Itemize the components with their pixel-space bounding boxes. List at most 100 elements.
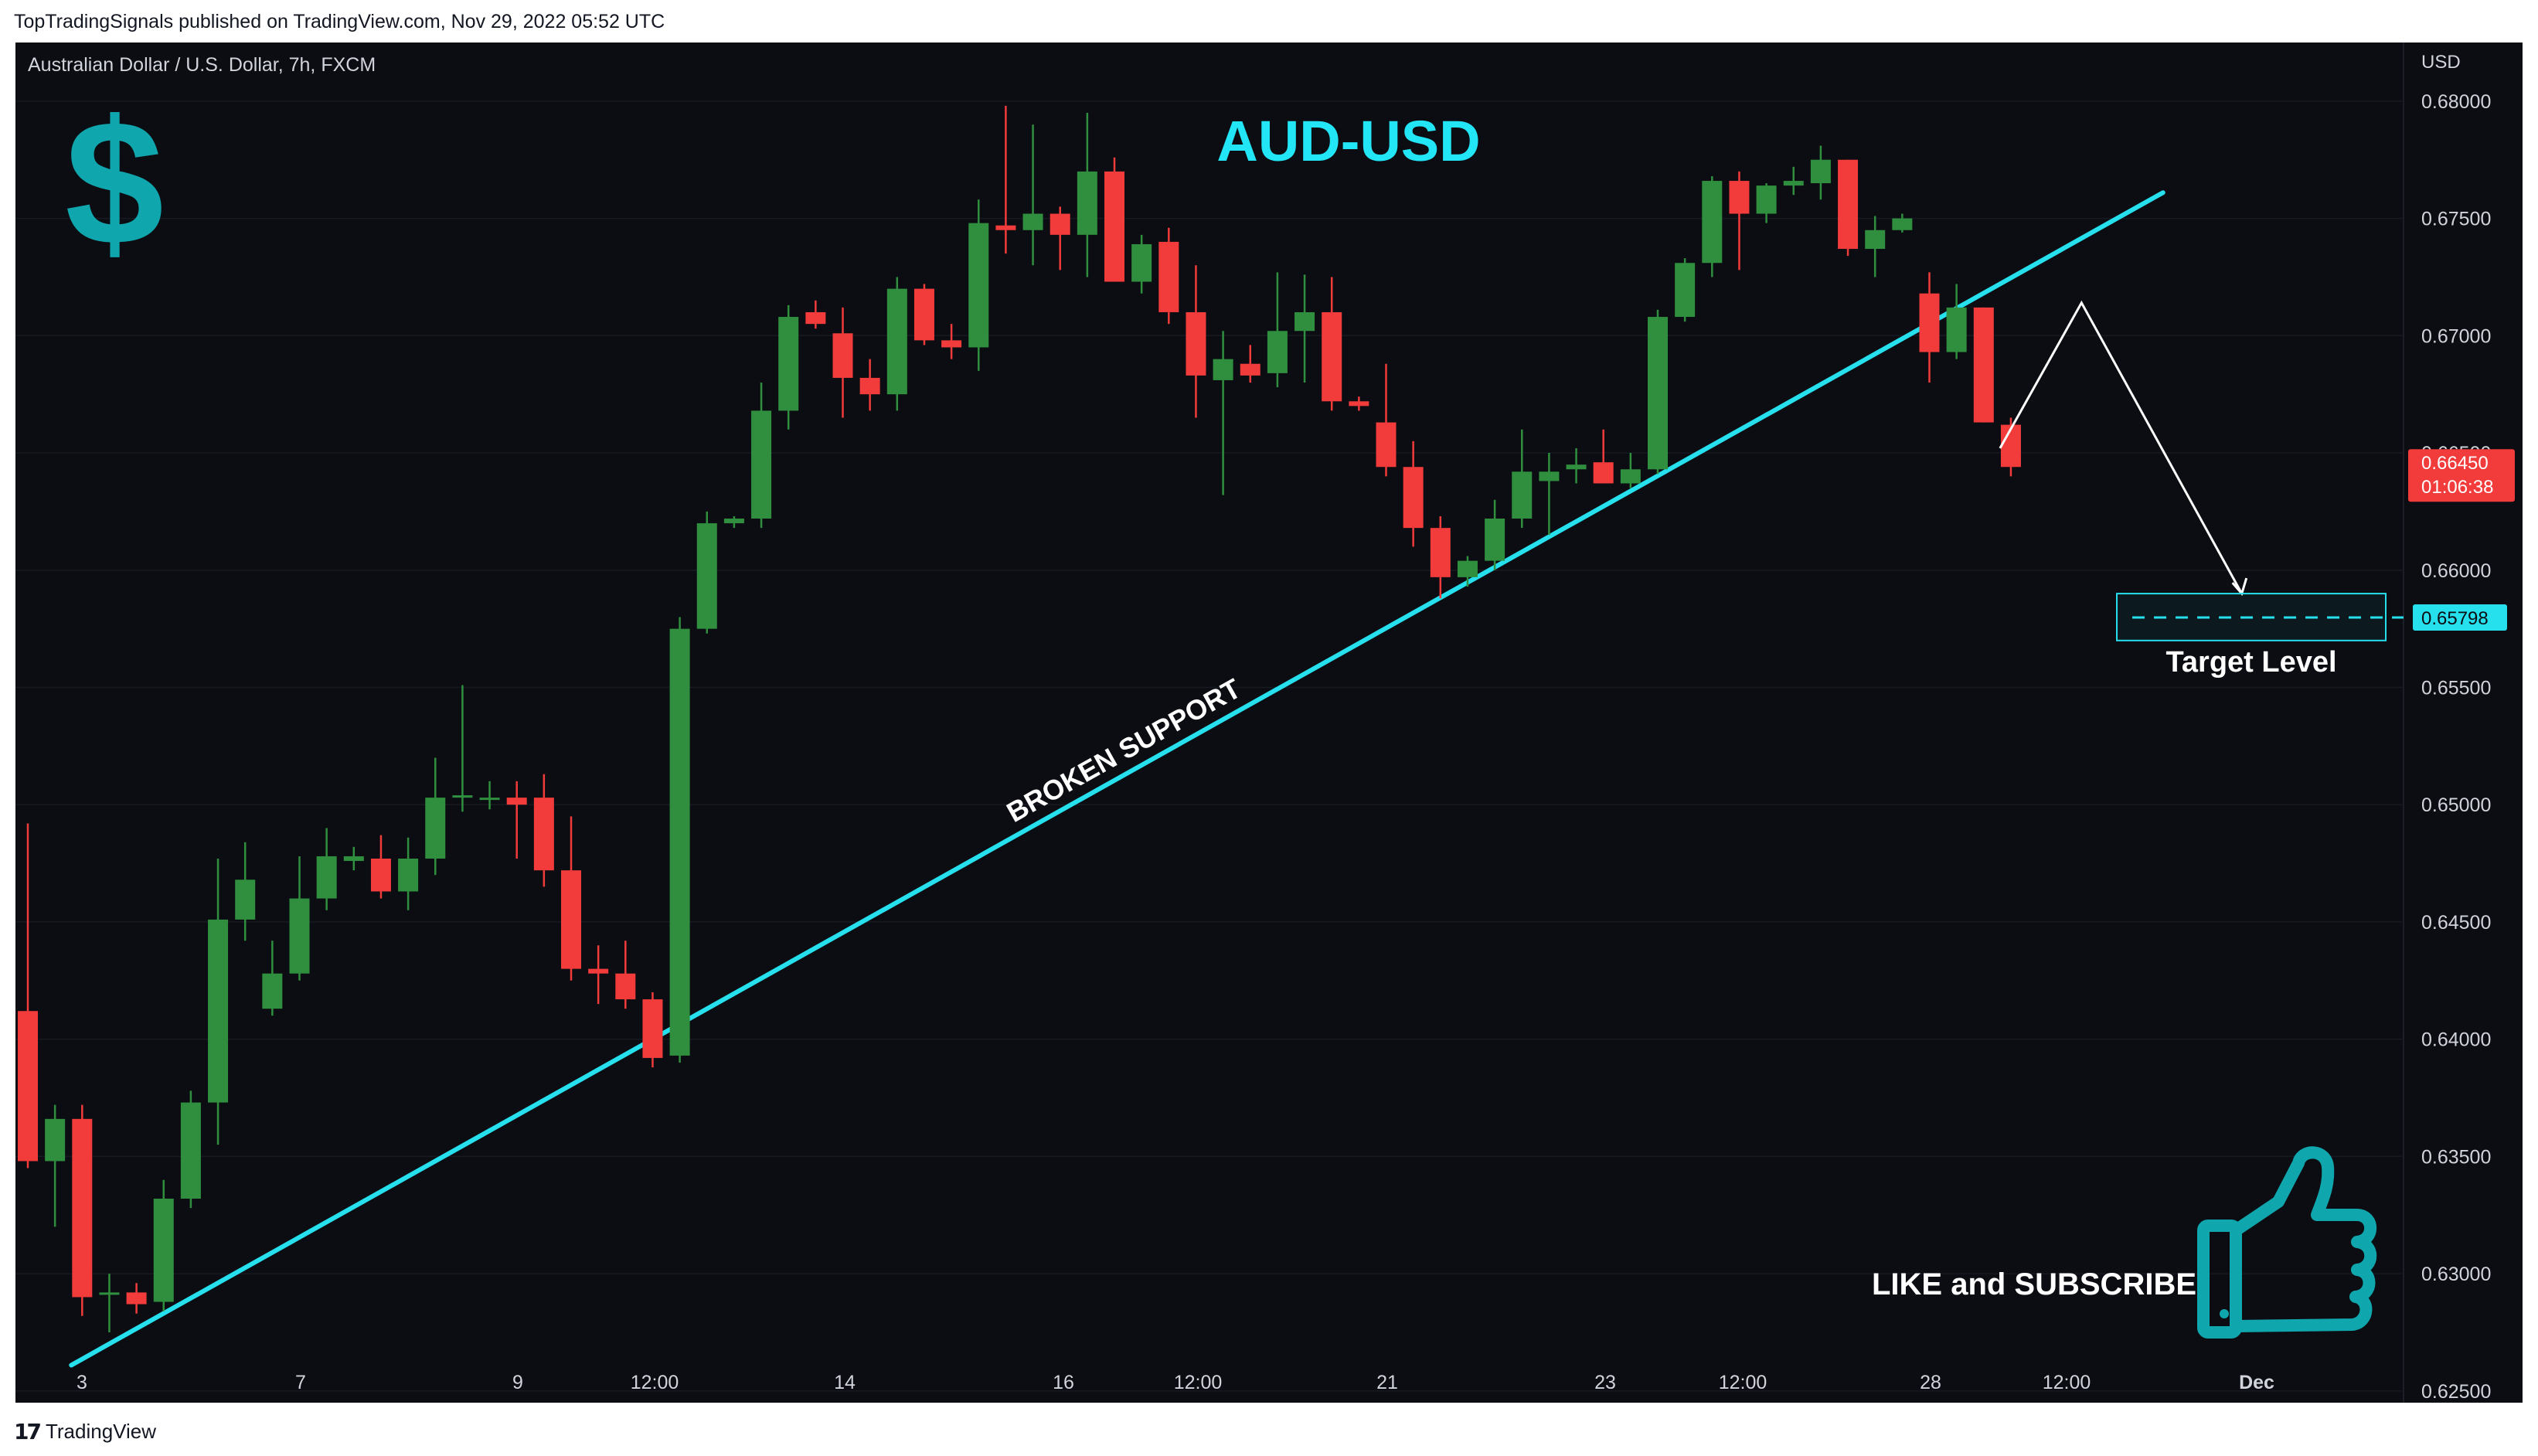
candle-body: [533, 798, 554, 871]
svg-text:$: $: [65, 83, 164, 282]
candle-body: [1810, 159, 1831, 184]
candle-49: [1349, 396, 1369, 411]
candle-19: [533, 774, 554, 887]
candle-body: [1104, 171, 1124, 282]
candle-body: [506, 798, 527, 805]
candle-50: [1376, 363, 1397, 477]
candle-body: [153, 1199, 174, 1302]
candle-body: [1838, 159, 1859, 250]
candle-body: [99, 1292, 120, 1295]
candle-body: [262, 973, 283, 1009]
candle-body: [425, 798, 446, 859]
candle-31: [859, 359, 880, 411]
tradingview-logo-icon: 17: [14, 1419, 42, 1444]
candle-57: [1566, 447, 1587, 484]
candle-body: [18, 1011, 38, 1162]
price-tick-1: 0.67500: [2421, 209, 2491, 230]
grid-lines: [15, 100, 2404, 1392]
price-axis[interactable]: 0.680000.675000.670000.665000.660000.655…: [2421, 91, 2491, 1403]
candle-body: [615, 973, 636, 1000]
candle-33: [913, 284, 934, 345]
candle-1: [45, 1104, 66, 1227]
candle-body: [588, 968, 609, 974]
candle-56: [1539, 453, 1560, 536]
candle-21: [588, 945, 609, 1005]
candle-body: [1702, 181, 1723, 264]
price-tick-4: 0.66000: [2421, 560, 2491, 582]
time-tick-0: 3: [77, 1372, 87, 1393]
candle-body: [1892, 218, 1913, 230]
candle-body: [1593, 462, 1614, 484]
candle-29: [805, 300, 826, 329]
candle-body: [832, 333, 853, 378]
candle-58: [1593, 429, 1614, 484]
candle-16: [452, 685, 473, 812]
candle-body: [1973, 307, 1994, 423]
candle-body: [1403, 467, 1424, 529]
chart-background: [15, 43, 2523, 1403]
candle-2: [72, 1104, 93, 1316]
candle-22: [615, 941, 636, 1009]
candle-34: [941, 324, 962, 359]
price-tick-5: 0.65500: [2421, 677, 2491, 699]
last-price-label: 0.66450: [2421, 453, 2489, 474]
candle-body: [1946, 307, 1967, 352]
price-tick-2: 0.67000: [2421, 325, 2491, 347]
thumbs-up-icon: [2197, 1146, 2377, 1339]
candle-37: [1022, 124, 1043, 266]
candle-body: [1349, 401, 1369, 407]
like-subscribe-label: LIKE and SUBSCRIBE: [1872, 1267, 2196, 1301]
candle-body: [669, 628, 690, 1056]
candle-69: [1892, 213, 1913, 233]
time-tick-3: 12:00: [631, 1372, 679, 1393]
candle-body: [1675, 263, 1696, 318]
candle-body: [1539, 471, 1560, 481]
price-tick-11: 0.62500: [2421, 1381, 2491, 1403]
candle-body: [370, 859, 391, 892]
candle-36: [995, 105, 1016, 254]
candle-body: [1022, 213, 1043, 230]
candle-body: [1267, 331, 1288, 373]
candle-51: [1403, 441, 1424, 547]
candle-68: [1865, 216, 1886, 277]
time-axis[interactable]: 3 7 9 12:00 14 16 12:00 21 23 12:00 28 12:00 Dec: [77, 1372, 2274, 1393]
time-tick-11: 12:00: [2043, 1372, 2091, 1393]
candle-8: [235, 842, 256, 941]
candle-47: [1295, 274, 1315, 383]
candle-body: [1050, 213, 1070, 235]
candle-42: [1158, 227, 1179, 325]
candle-body: [941, 340, 962, 348]
candle-body: [1566, 464, 1587, 470]
candle-body: [72, 1118, 93, 1298]
candle-body: [2000, 424, 2021, 468]
candle-54: [1485, 499, 1505, 570]
candle-17: [479, 781, 500, 810]
candle-body: [1648, 317, 1668, 470]
candle-body: [1756, 185, 1777, 214]
candle-0: [18, 823, 38, 1169]
candle-61: [1675, 258, 1696, 322]
time-tick-7: 21: [1376, 1372, 1398, 1393]
candle-18: [506, 781, 527, 859]
footer: 17 TradingView: [14, 1419, 156, 1444]
candle-59: [1620, 453, 1641, 488]
candle-66: [1810, 145, 1831, 200]
time-tick-6: 12:00: [1174, 1372, 1223, 1393]
tradingview-brand[interactable]: TradingView: [45, 1420, 157, 1443]
candle-body: [642, 999, 663, 1058]
candle-body: [995, 225, 1016, 230]
time-tick-12: Dec: [2239, 1372, 2274, 1393]
candle-41: [1131, 234, 1152, 294]
candle-body: [1131, 243, 1152, 282]
last-price-tag: [2408, 449, 2515, 502]
time-tick-2: 9: [512, 1372, 523, 1393]
candle-71: [1946, 284, 1967, 359]
candle-body: [1240, 363, 1260, 376]
chart-title: AUD-USD: [1216, 109, 1480, 173]
symbol-label: Australian Dollar / U.S. Dollar, 7h, FXC…: [28, 54, 376, 76]
candle-12: [343, 846, 364, 871]
price-tick-0: 0.68000: [2421, 91, 2491, 113]
candle-43: [1186, 265, 1206, 418]
candles: [18, 105, 2021, 1332]
candle-5: [153, 1179, 174, 1311]
